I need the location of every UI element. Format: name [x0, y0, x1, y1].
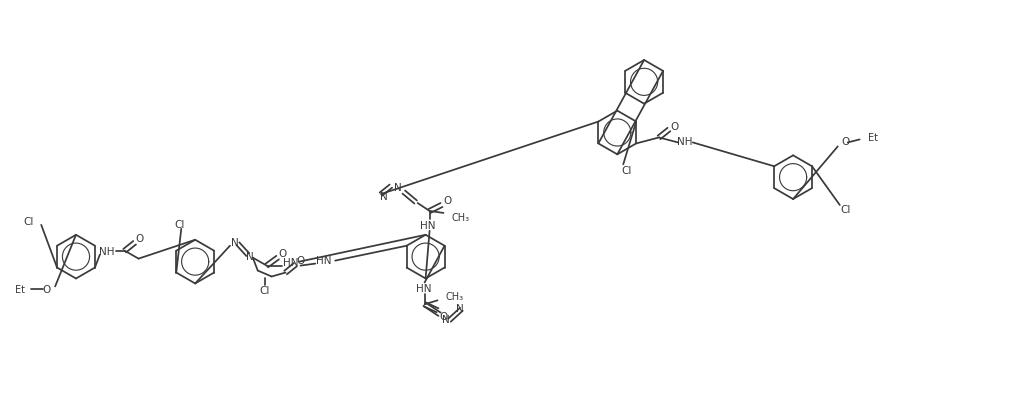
- Text: O: O: [42, 285, 50, 295]
- Text: Cl: Cl: [23, 216, 34, 226]
- Text: N: N: [456, 303, 463, 314]
- Text: NH: NH: [677, 137, 693, 147]
- Text: O: O: [439, 312, 448, 321]
- Text: Cl: Cl: [259, 286, 270, 296]
- Text: N: N: [441, 315, 450, 324]
- Text: O: O: [279, 248, 287, 258]
- Text: HN: HN: [416, 284, 431, 294]
- Text: N: N: [394, 183, 401, 193]
- Text: CH₃: CH₃: [446, 292, 464, 301]
- Text: HN: HN: [283, 257, 298, 267]
- Text: Cl: Cl: [174, 219, 184, 229]
- Text: O: O: [136, 233, 144, 243]
- Text: Cl: Cl: [622, 166, 632, 176]
- Text: HN: HN: [420, 220, 435, 230]
- Text: O: O: [296, 255, 305, 265]
- Text: N: N: [380, 191, 388, 202]
- Text: O: O: [443, 196, 452, 206]
- Text: N: N: [232, 237, 239, 247]
- Text: HN: HN: [316, 255, 331, 265]
- Text: NH: NH: [99, 246, 114, 256]
- Text: CH₃: CH₃: [452, 212, 469, 222]
- Text: Et: Et: [15, 285, 26, 295]
- Text: Et: Et: [867, 133, 878, 143]
- Text: Cl: Cl: [841, 204, 851, 214]
- Text: O: O: [842, 137, 850, 147]
- Text: O: O: [671, 121, 679, 131]
- Text: N: N: [246, 251, 254, 261]
